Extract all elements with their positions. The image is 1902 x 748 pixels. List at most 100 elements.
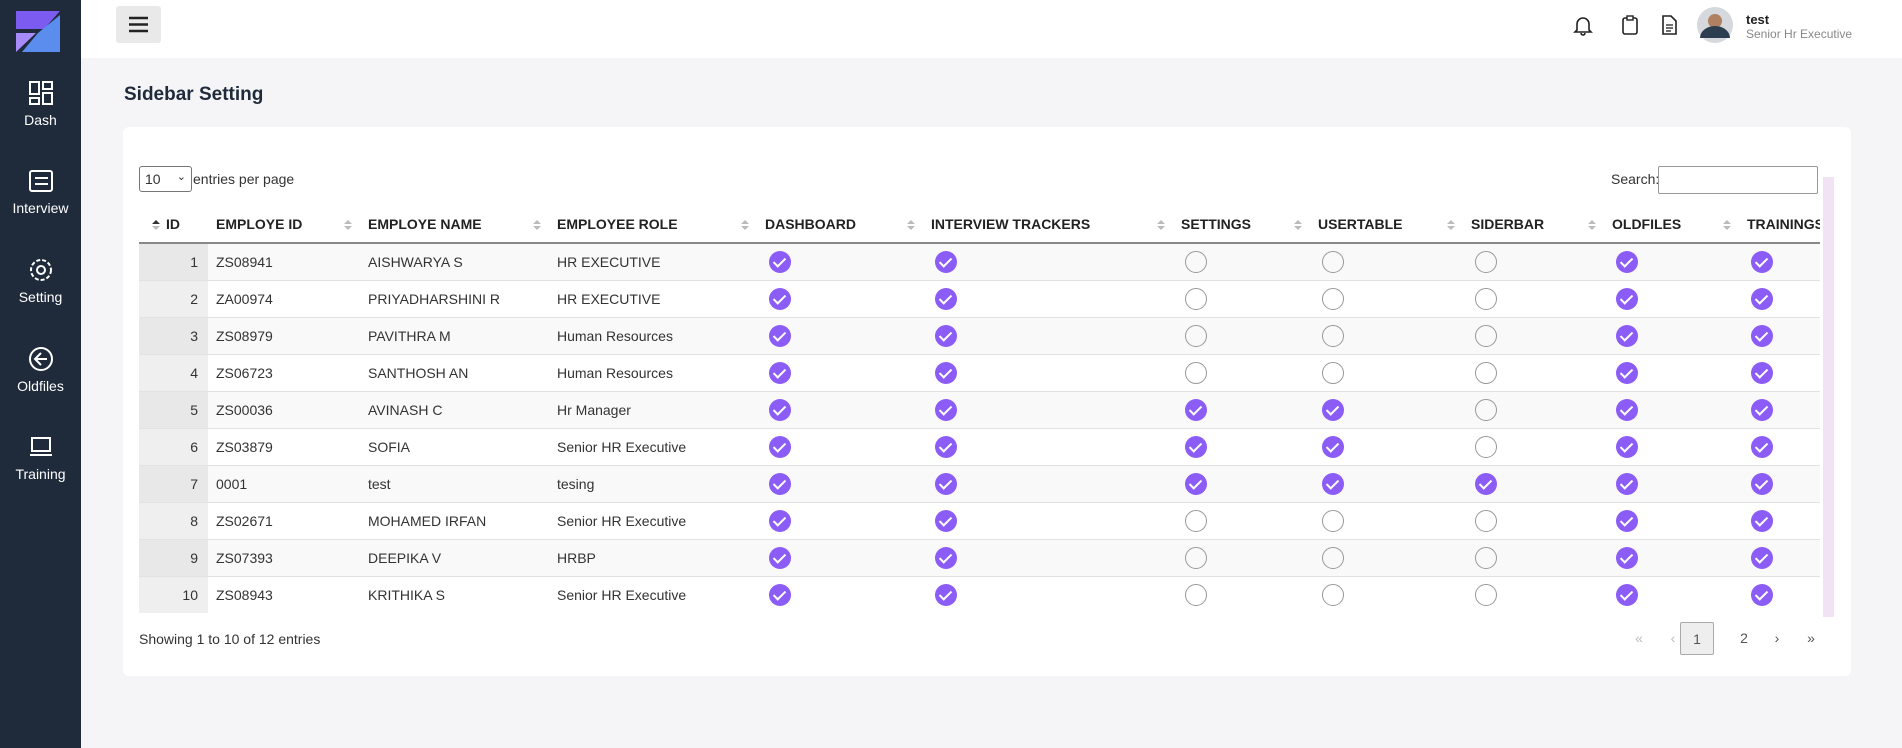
nav-item[interactable]: Interview bbox=[0, 168, 81, 216]
access-toggle[interactable] bbox=[1322, 250, 1344, 273]
access-toggle[interactable] bbox=[935, 472, 957, 495]
access-toggle[interactable] bbox=[935, 435, 957, 458]
nav-item[interactable]: Dash bbox=[0, 80, 81, 128]
page-button[interactable]: « bbox=[1635, 630, 1643, 646]
access-toggle[interactable] bbox=[935, 583, 957, 606]
access-toggle[interactable] bbox=[1322, 583, 1344, 606]
column-header[interactable]: USERTABLE bbox=[1310, 206, 1463, 244]
access-toggle[interactable] bbox=[769, 287, 791, 310]
length-select[interactable]: 10 ⌄ bbox=[139, 166, 192, 192]
column-header[interactable]: SETTINGS bbox=[1173, 206, 1310, 244]
avatar[interactable] bbox=[1696, 6, 1734, 44]
access-toggle[interactable] bbox=[769, 398, 791, 421]
access-toggle[interactable] bbox=[1185, 472, 1207, 495]
column-header[interactable]: EMPLOYEE ROLE bbox=[549, 206, 757, 244]
access-toggle[interactable] bbox=[935, 250, 957, 273]
access-toggle[interactable] bbox=[1616, 287, 1638, 310]
access-toggle[interactable] bbox=[1185, 435, 1207, 458]
access-toggle[interactable] bbox=[1185, 287, 1207, 310]
clipboard-icon[interactable] bbox=[1619, 14, 1641, 36]
access-toggle[interactable] bbox=[1185, 324, 1207, 347]
access-toggle[interactable] bbox=[1185, 361, 1207, 384]
column-header[interactable]: TRAININGS bbox=[1739, 206, 1820, 244]
access-toggle[interactable] bbox=[1322, 472, 1344, 495]
access-toggle[interactable] bbox=[1475, 583, 1497, 606]
access-toggle[interactable] bbox=[1751, 583, 1773, 606]
access-toggle[interactable] bbox=[1751, 435, 1773, 458]
access-toggle[interactable] bbox=[769, 472, 791, 495]
access-toggle[interactable] bbox=[769, 435, 791, 458]
access-toggle[interactable] bbox=[1322, 287, 1344, 310]
access-toggle[interactable] bbox=[1616, 324, 1638, 347]
access-toggle[interactable] bbox=[1185, 509, 1207, 532]
access-toggle[interactable] bbox=[1475, 398, 1497, 421]
access-toggle[interactable] bbox=[769, 250, 791, 273]
access-toggle[interactable] bbox=[935, 287, 957, 310]
page-button[interactable]: ‹ bbox=[1670, 630, 1676, 646]
access-toggle[interactable] bbox=[1751, 250, 1773, 273]
access-toggle[interactable] bbox=[1185, 398, 1207, 421]
page-button[interactable]: 2 bbox=[1740, 630, 1748, 646]
column-header[interactable]: INTERVIEW TRACKERS bbox=[923, 206, 1173, 244]
access-toggle[interactable] bbox=[1322, 435, 1344, 458]
page-button[interactable]: 1 bbox=[1680, 622, 1714, 655]
table-cell: 3 bbox=[139, 316, 208, 354]
access-toggle[interactable] bbox=[1616, 583, 1638, 606]
column-header[interactable]: OLDFILES bbox=[1604, 206, 1739, 244]
access-toggle[interactable] bbox=[1475, 509, 1497, 532]
access-toggle[interactable] bbox=[1751, 361, 1773, 384]
access-toggle[interactable] bbox=[1185, 546, 1207, 569]
access-toggle[interactable] bbox=[1751, 546, 1773, 569]
access-toggle[interactable] bbox=[1751, 324, 1773, 347]
access-toggle[interactable] bbox=[1616, 472, 1638, 495]
access-toggle[interactable] bbox=[1322, 324, 1344, 347]
access-toggle[interactable] bbox=[1751, 287, 1773, 310]
bell-icon[interactable] bbox=[1572, 14, 1594, 36]
access-toggle[interactable] bbox=[1475, 546, 1497, 569]
access-toggle[interactable] bbox=[1322, 546, 1344, 569]
column-header[interactable]: DASHBOARD bbox=[757, 206, 923, 244]
access-toggle[interactable] bbox=[1751, 472, 1773, 495]
access-toggle[interactable] bbox=[935, 361, 957, 384]
access-toggle[interactable] bbox=[1185, 250, 1207, 273]
nav-item[interactable]: Setting bbox=[0, 257, 81, 305]
column-header[interactable]: ID bbox=[139, 206, 208, 244]
column-header[interactable]: EMPLOYE ID bbox=[208, 206, 360, 244]
access-toggle[interactable] bbox=[1616, 250, 1638, 273]
access-toggle[interactable] bbox=[769, 546, 791, 569]
access-toggle[interactable] bbox=[1616, 546, 1638, 569]
access-toggle[interactable] bbox=[1616, 398, 1638, 421]
access-toggle[interactable] bbox=[1751, 398, 1773, 421]
access-toggle[interactable] bbox=[1616, 435, 1638, 458]
access-toggle[interactable] bbox=[1475, 435, 1497, 458]
search-input[interactable] bbox=[1658, 166, 1818, 194]
column-header[interactable]: EMPLOYE NAME bbox=[360, 206, 549, 244]
document-icon[interactable] bbox=[1658, 14, 1680, 36]
access-toggle[interactable] bbox=[769, 583, 791, 606]
access-toggle[interactable] bbox=[935, 324, 957, 347]
access-toggle[interactable] bbox=[935, 398, 957, 421]
access-toggle[interactable] bbox=[1616, 509, 1638, 532]
nav-item[interactable]: Training bbox=[0, 434, 81, 482]
access-toggle[interactable] bbox=[1475, 324, 1497, 347]
access-toggle[interactable] bbox=[935, 546, 957, 569]
access-toggle[interactable] bbox=[1751, 509, 1773, 532]
menu-button[interactable] bbox=[116, 6, 161, 43]
access-toggle[interactable] bbox=[1475, 361, 1497, 384]
access-toggle[interactable] bbox=[1185, 583, 1207, 606]
access-toggle[interactable] bbox=[1322, 398, 1344, 421]
page-button[interactable]: › bbox=[1774, 630, 1780, 646]
access-toggle[interactable] bbox=[1475, 250, 1497, 273]
access-toggle[interactable] bbox=[769, 324, 791, 347]
access-toggle[interactable] bbox=[1475, 287, 1497, 310]
access-toggle[interactable] bbox=[1475, 472, 1497, 495]
access-toggle[interactable] bbox=[935, 509, 957, 532]
access-toggle[interactable] bbox=[769, 361, 791, 384]
nav-item[interactable]: Oldfiles bbox=[0, 346, 81, 394]
access-toggle[interactable] bbox=[769, 509, 791, 532]
access-toggle[interactable] bbox=[1616, 361, 1638, 384]
page-button[interactable]: » bbox=[1807, 630, 1815, 646]
access-toggle[interactable] bbox=[1322, 361, 1344, 384]
column-header[interactable]: SIDERBAR bbox=[1463, 206, 1604, 244]
access-toggle[interactable] bbox=[1322, 509, 1344, 532]
